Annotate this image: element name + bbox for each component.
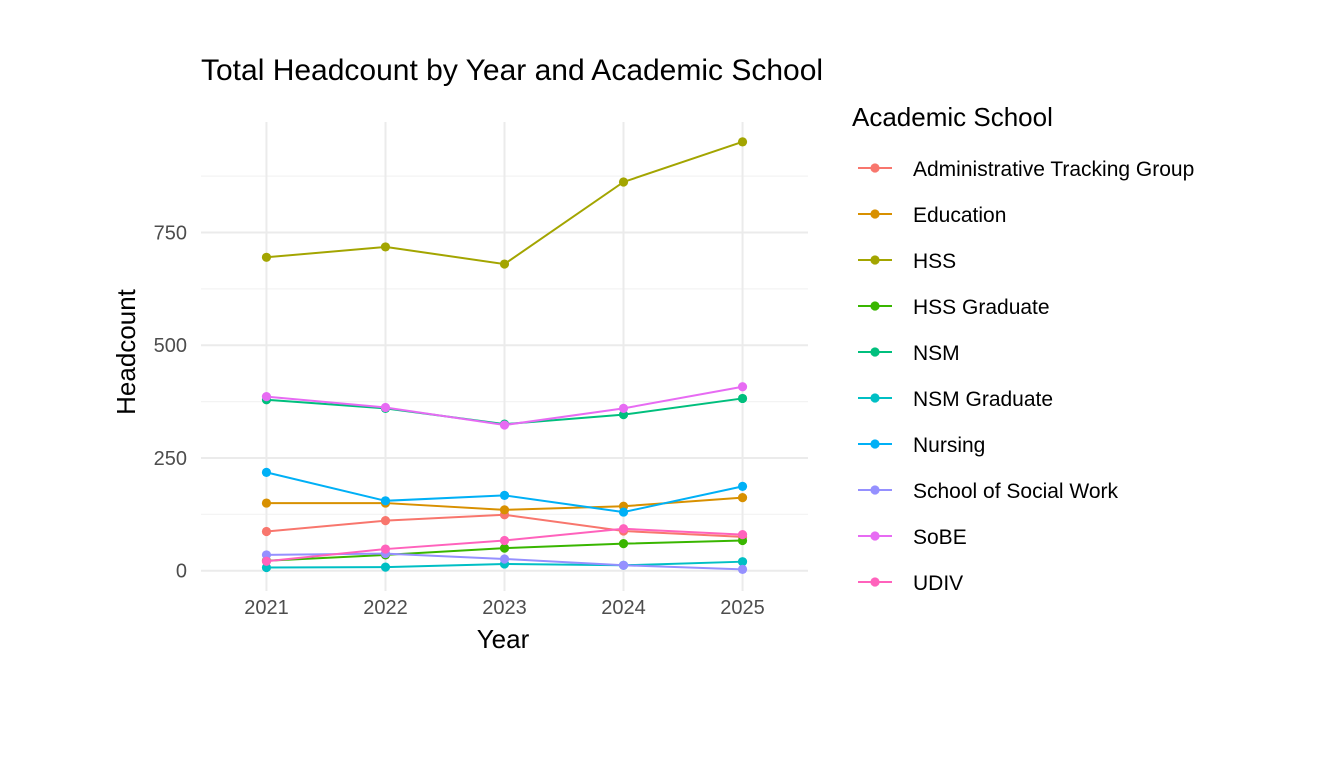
legend-key-point bbox=[870, 577, 880, 587]
data-point bbox=[499, 490, 510, 500]
y-tick-label: 0 bbox=[176, 561, 187, 583]
data-point bbox=[261, 526, 272, 537]
data-point bbox=[499, 259, 510, 269]
data-point bbox=[737, 530, 748, 540]
legend-key-point bbox=[870, 439, 880, 449]
data-point bbox=[499, 505, 510, 515]
data-point bbox=[261, 467, 272, 477]
legend-key-point bbox=[870, 163, 880, 173]
legend-item: Education bbox=[858, 204, 1006, 227]
x-tick-label: 2021 bbox=[244, 597, 289, 619]
legend-label: UDIV bbox=[913, 572, 963, 595]
x-tick-label: 2023 bbox=[482, 597, 527, 619]
y-tick-label: 500 bbox=[154, 335, 187, 357]
legend-item: HSS Graduate bbox=[858, 296, 1050, 319]
data-point bbox=[737, 557, 748, 567]
series-lines bbox=[261, 137, 748, 574]
y-tick-label: 250 bbox=[154, 448, 187, 470]
data-point bbox=[618, 524, 629, 534]
chart-title: Total Headcount by Year and Academic Sch… bbox=[201, 54, 823, 87]
legend-title: Academic School bbox=[852, 102, 1053, 132]
data-point bbox=[261, 562, 272, 573]
legend-label: School of Social Work bbox=[913, 480, 1119, 503]
legend-key-point bbox=[870, 531, 880, 541]
data-point bbox=[737, 493, 748, 503]
legend-label: Education bbox=[913, 204, 1006, 227]
data-point bbox=[380, 562, 391, 572]
legend-label: HSS Graduate bbox=[913, 296, 1050, 319]
y-tick-label: 750 bbox=[154, 222, 187, 244]
legend-key-point bbox=[870, 485, 880, 495]
legend-label: SoBE bbox=[913, 526, 967, 549]
legend-key-point bbox=[870, 209, 880, 219]
x-tick-label: 2025 bbox=[720, 597, 765, 619]
y-axis-title: Headcount bbox=[111, 288, 141, 415]
data-point bbox=[380, 516, 391, 526]
legend-label: Administrative Tracking Group bbox=[913, 158, 1194, 181]
legend-item: NSM bbox=[858, 342, 960, 365]
legend-label: HSS bbox=[913, 250, 956, 273]
legend-item: SoBE bbox=[858, 526, 967, 549]
legend-key-point bbox=[870, 301, 880, 311]
data-point bbox=[618, 177, 629, 187]
legend: Academic School Administrative Tracking … bbox=[852, 102, 1194, 595]
data-point bbox=[380, 242, 391, 252]
data-point bbox=[618, 403, 629, 413]
x-axis-title: Year bbox=[477, 624, 530, 654]
data-point bbox=[737, 564, 748, 574]
x-tick-label: 2024 bbox=[601, 597, 646, 619]
legend-item: School of Social Work bbox=[858, 480, 1119, 503]
axis-ticks: 0 250 500 750 2021 2022 2023 2024 2025 bbox=[154, 222, 765, 619]
data-point bbox=[499, 554, 510, 564]
x-tick-label: 2022 bbox=[363, 597, 408, 619]
grid bbox=[201, 122, 808, 591]
data-point bbox=[499, 535, 510, 546]
series-nursing bbox=[261, 467, 748, 517]
data-point bbox=[737, 382, 748, 392]
legend-item: Administrative Tracking Group bbox=[858, 158, 1194, 181]
data-point bbox=[261, 550, 272, 560]
legend-item: UDIV bbox=[858, 572, 963, 595]
legend-label: NSM bbox=[913, 342, 960, 365]
data-point bbox=[618, 507, 629, 517]
data-point bbox=[380, 496, 391, 506]
data-point bbox=[261, 556, 272, 566]
legend-key-point bbox=[870, 255, 880, 265]
legend-label: NSM Graduate bbox=[913, 388, 1053, 411]
data-point bbox=[737, 393, 748, 404]
data-point bbox=[737, 481, 748, 491]
data-point bbox=[380, 402, 391, 413]
legend-key-point bbox=[870, 393, 880, 403]
data-point bbox=[261, 498, 272, 508]
data-point bbox=[618, 410, 629, 420]
legend-key-point bbox=[870, 347, 880, 357]
data-point bbox=[261, 252, 272, 262]
data-point bbox=[737, 137, 748, 147]
series-hss bbox=[261, 137, 748, 269]
data-point bbox=[261, 392, 272, 402]
data-point bbox=[380, 544, 391, 554]
legend-item: Nursing bbox=[858, 434, 985, 457]
series-sobe bbox=[261, 382, 748, 430]
series-udiv bbox=[261, 524, 748, 566]
data-point bbox=[499, 420, 510, 430]
data-point bbox=[618, 560, 629, 570]
legend-item: NSM Graduate bbox=[858, 388, 1053, 411]
data-point bbox=[618, 539, 629, 549]
legend-label: Nursing bbox=[913, 434, 985, 457]
data-point bbox=[499, 543, 510, 553]
legend-item: HSS bbox=[858, 250, 956, 273]
